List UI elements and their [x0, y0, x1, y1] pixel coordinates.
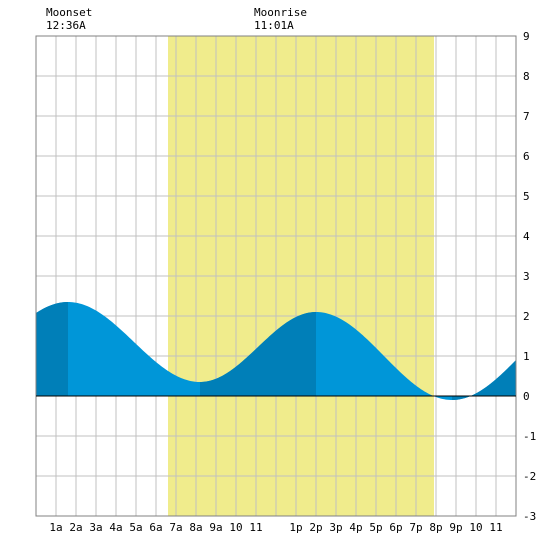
y-tick-labels: -3 -2 -1 0 1 2 3 4 5 6 7 8 9 — [523, 30, 536, 523]
y-tick-label: 9 — [523, 30, 530, 43]
y-tick-label: 4 — [523, 230, 530, 243]
y-tick-label: -2 — [523, 470, 536, 483]
moonset-label: Moonset — [46, 6, 92, 19]
moonrise-annotation: Moonrise 11:01A — [254, 6, 307, 32]
tide-area-dark-segment — [36, 302, 68, 396]
tide-area-dark-segment — [200, 312, 316, 396]
x-tick-label: 3a — [89, 521, 102, 534]
grid-layer — [36, 35, 516, 517]
tide-area-dark-segment — [452, 360, 516, 400]
tide-area-layer — [36, 302, 516, 400]
x-tick-label: 8a — [189, 521, 202, 534]
x-tick-label: 11 — [489, 521, 502, 534]
x-tick-label: 6p — [389, 521, 402, 534]
x-tick-label: 1p — [289, 521, 302, 534]
axis-layer — [35, 35, 517, 517]
x-tick-label: 9p — [449, 521, 462, 534]
x-tick-label: 11 — [249, 521, 262, 534]
y-tick-label: -1 — [523, 430, 536, 443]
y-tick-label: 3 — [523, 270, 530, 283]
x-tick-label: 1a — [49, 521, 62, 534]
x-tick-label: 4a — [109, 521, 122, 534]
x-tick-label: 5p — [369, 521, 382, 534]
y-tick-label: 6 — [523, 150, 530, 163]
x-tick-label: 5a — [129, 521, 142, 534]
x-tick-label: 10 — [469, 521, 482, 534]
x-tick-label: 6a — [149, 521, 162, 534]
moonrise-label: Moonrise — [254, 6, 307, 19]
moonset-annotation: Moonset 12:36A — [46, 6, 92, 32]
y-tick-label: 8 — [523, 70, 530, 83]
x-tick-label: 10 — [229, 521, 242, 534]
moonrise-time: 11:01A — [254, 19, 294, 32]
x-tick-label: 7a — [169, 521, 182, 534]
x-tick-label: 3p — [329, 521, 342, 534]
x-tick-label: 2p — [309, 521, 322, 534]
x-tick-label: 7p — [409, 521, 422, 534]
y-tick-label: -3 — [523, 510, 536, 523]
y-tick-label: 7 — [523, 110, 530, 123]
x-tick-label: 4p — [349, 521, 362, 534]
x-tick-label: 9a — [209, 521, 222, 534]
y-tick-label: 5 — [523, 190, 530, 203]
x-tick-labels: 1a 2a 3a 4a 5a 6a 7a 8a 9a 10 11 1p 2p 3p 4p 5p 6p 7p 8p 9p… — [49, 521, 502, 534]
moonset-time: 12:36A — [46, 19, 86, 32]
plot-frame — [35, 35, 517, 517]
x-tick-label: 2a — [69, 521, 82, 534]
y-tick-label: 1 — [523, 350, 530, 363]
y-tick-label: 0 — [523, 390, 530, 403]
y-tick-label: 2 — [523, 310, 530, 323]
x-tick-label: 8p — [429, 521, 442, 534]
